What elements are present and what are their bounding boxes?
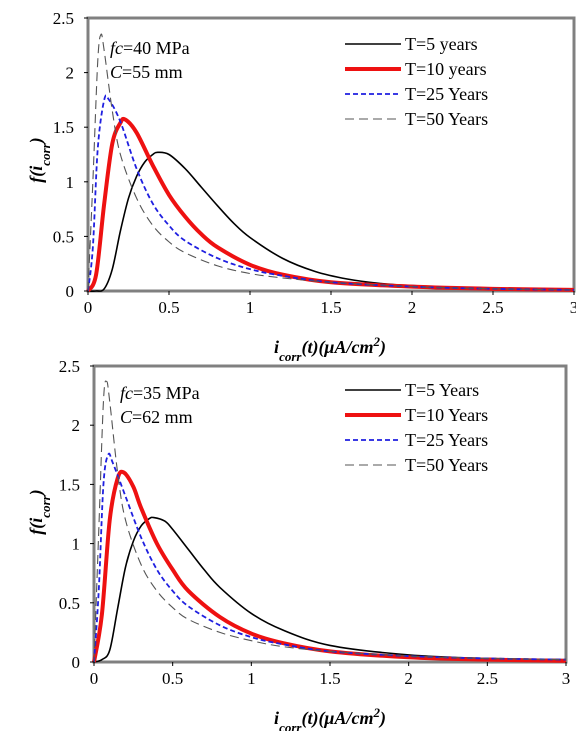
x-tick-label: 2.5 (477, 669, 498, 688)
x-tick-label: 2.5 (482, 298, 503, 317)
x-tick-label: 3 (570, 298, 576, 317)
y-tick-label: 2 (66, 64, 75, 83)
series-line (93, 452, 567, 663)
series-layer (86, 33, 575, 293)
y-tick-label: 0.5 (59, 594, 80, 613)
legend-label: T=25 Years (405, 84, 488, 104)
x-tick-label: 1 (246, 298, 255, 317)
y-tick-label: 0 (72, 653, 81, 672)
chart-top: 0 0.5 1 1.5 2 2.5 3 0 0.5 1 1.5 2 2.5 f(icorr) icorr… (26, 9, 576, 364)
y-tick-label: 0.5 (53, 227, 74, 246)
x-tick-label: 0 (84, 298, 93, 317)
series-layer (92, 380, 567, 663)
legend-label: T=25 Years (405, 430, 488, 450)
axes: 0 0.5 1 1.5 2 2.5 3 0 0.5 1 1.5 2 2.5 (53, 9, 576, 317)
series-line (93, 380, 567, 663)
x-axis-label: icorr(t)(μA/cm2) (274, 334, 386, 364)
annotation-fc: fc=35 MPa (120, 383, 200, 403)
plot-frame (86, 16, 576, 293)
x-tick-label: 1.5 (320, 298, 341, 317)
series-line (93, 516, 567, 663)
legend-label: T=5 Years (405, 380, 479, 400)
y-axis-label: f(icorr) (26, 137, 53, 182)
series-line (87, 33, 575, 292)
y-tick-label: 0 (66, 282, 75, 301)
annotation-c: C=55 mm (110, 62, 183, 82)
legend-label: T=50 Years (405, 109, 488, 129)
y-axis-label: f(icorr) (26, 489, 53, 534)
series-line (92, 469, 567, 663)
annotation-fc: fc=40 MPa (110, 38, 190, 58)
x-tick-label: 1.5 (319, 669, 340, 688)
x-tick-label: 1 (247, 669, 256, 688)
series-line (87, 151, 575, 292)
x-tick-label: 0.5 (162, 669, 183, 688)
legend-label: T=5 years (405, 34, 478, 54)
y-tick-label: 1.5 (53, 118, 74, 137)
x-tick-label: 0 (90, 669, 99, 688)
y-tick-label: 1.5 (59, 475, 80, 494)
y-tick-label: 1 (66, 173, 75, 192)
annotation-c: C=62 mm (120, 407, 193, 427)
y-tick-label: 2 (72, 416, 81, 435)
legend-label: T=10 Years (405, 405, 488, 425)
legend-label: T=10 years (405, 59, 487, 79)
axes: 0 0.5 1 1.5 2 2.5 3 0 0.5 1 1.5 2 2.5 (59, 357, 571, 688)
x-tick-label: 2 (404, 669, 413, 688)
x-axis-label: icorr(t)(μA/cm2) (274, 705, 386, 731)
legend: T=5 Years T=10 Years T=25 Years T=50 Years (345, 380, 488, 475)
x-tick-label: 0.5 (158, 298, 179, 317)
x-tick-label: 2 (408, 298, 417, 317)
legend-label: T=50 Years (405, 455, 488, 475)
y-tick-label: 1 (72, 535, 81, 554)
series-line (86, 116, 575, 293)
chart-bottom: 0 0.5 1 1.5 2 2.5 3 0 0.5 1 1.5 2 2.5 f(icorr) icorr… (26, 357, 570, 731)
y-tick-label: 2.5 (59, 357, 80, 376)
series-line (87, 94, 575, 292)
legend: T=5 years T=10 years T=25 Years T=50 Years (345, 34, 488, 129)
x-tick-label: 3 (562, 669, 571, 688)
y-tick-label: 2.5 (53, 9, 74, 28)
